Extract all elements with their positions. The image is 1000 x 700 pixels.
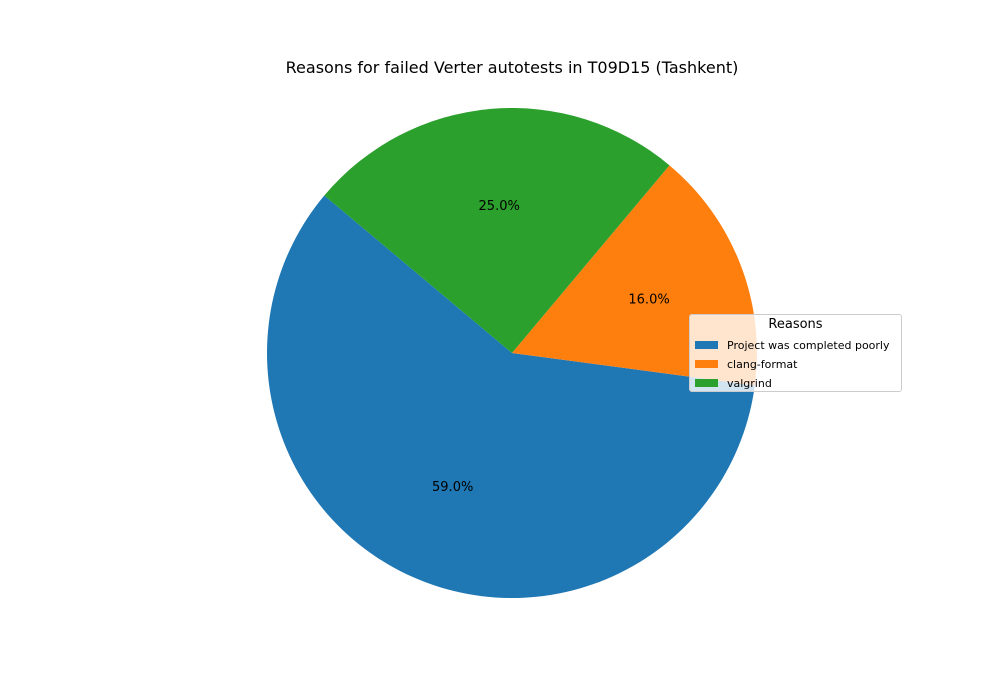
legend-label: clang-format [727,357,798,371]
legend-item-valgrind: valgrind [695,376,772,390]
legend-swatch [695,341,718,349]
legend-item-project-was-completed-poorly: Project was completed poorly [695,338,890,352]
legend: Reasons Project was completed poorly cla… [689,314,902,392]
legend-label: Project was completed poorly [727,338,890,352]
slice-percent-label: 16.0% [628,292,669,307]
slice-percent-label: 59.0% [432,480,473,495]
legend-title: Reasons [768,317,823,332]
pie-slice-project-was-completed-poorly [267,195,755,599]
legend-label: valgrind [727,376,772,390]
legend-swatch [695,379,718,387]
slice-percent-label: 25.0% [479,199,520,214]
pie-slice-valgrind [324,108,670,353]
legend-item-clang-format: clang-format [695,357,797,371]
legend-swatch [695,360,718,368]
chart-title: Reasons for failed Verter autotests in T… [285,58,739,77]
